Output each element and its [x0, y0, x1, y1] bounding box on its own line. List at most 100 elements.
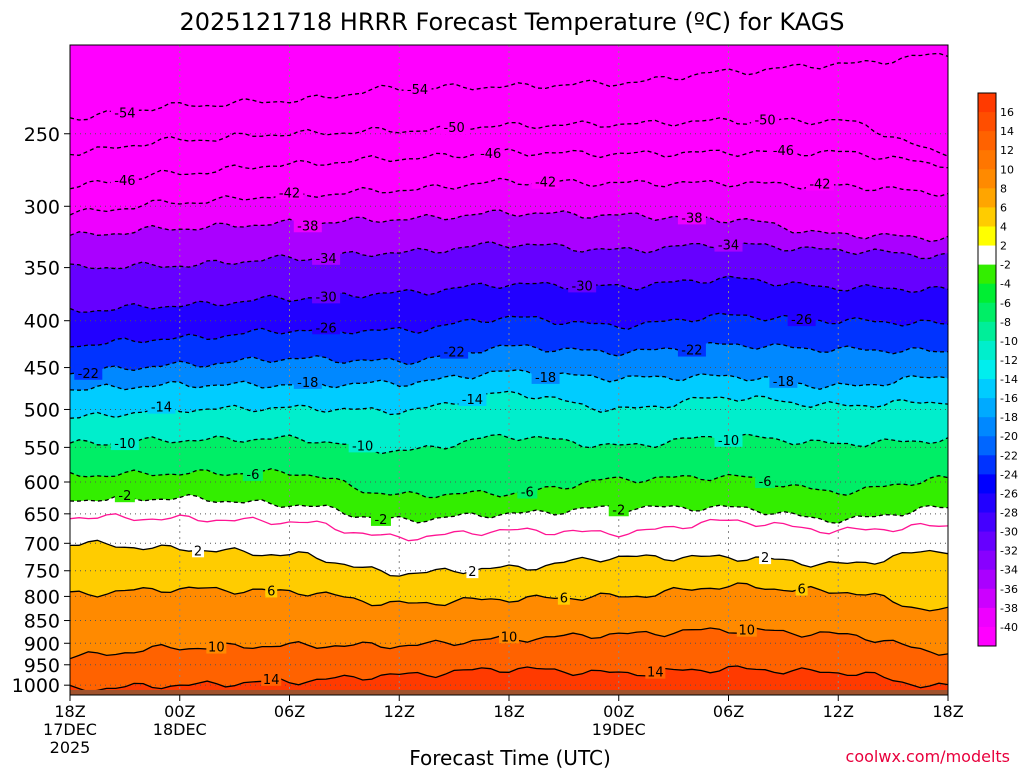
isotherm-label-group: -6: [517, 483, 538, 501]
isotherm-label-group: 6: [265, 582, 278, 599]
x-tick-label: 00Z: [603, 702, 634, 721]
isotherm-label: -14: [462, 393, 483, 408]
colorbar-tick-label: -36: [1000, 583, 1018, 596]
isotherm-label-bg: [805, 175, 834, 191]
y-tick-label: 950: [24, 655, 60, 677]
isotherm-label-bg: [348, 437, 377, 453]
colorbar-swatch: [978, 321, 996, 342]
isotherm-label-bg: [466, 563, 479, 579]
isotherm-label-bg: [275, 184, 304, 200]
colorbar-tick-label: -26: [1000, 487, 1018, 500]
y-tick-label: 300: [24, 196, 60, 218]
isotherm-label-group: -26: [312, 319, 341, 336]
colorbar-tick-label: -24: [1000, 468, 1018, 481]
isotherm-label-bg: [751, 111, 780, 127]
isotherm-label-group: -50: [751, 111, 780, 129]
isotherm-label-group: -14: [458, 390, 487, 408]
x-tick-label: 06Z: [713, 702, 744, 721]
isotherm-label-bg: [557, 589, 570, 605]
isotherm-label-group: 2: [192, 542, 205, 559]
isotherm-label: -2: [612, 503, 625, 518]
isotherm-label: 14: [263, 673, 280, 688]
colorbar-tick-label: -22: [1000, 449, 1018, 462]
isotherm-label-group: 10: [736, 621, 757, 639]
isotherm-minus-6: [70, 468, 948, 499]
isotherm-2: [70, 539, 948, 577]
isotherm-label-bg: [476, 145, 505, 161]
x-tick-label: 12Z: [823, 702, 854, 721]
isotherm-label-group: -42: [275, 184, 304, 201]
colorbar-tick-label: -10: [1000, 335, 1018, 348]
isotherm-label-group: -38: [293, 217, 322, 234]
colorbar-tick-label: -8: [1000, 316, 1011, 329]
isotherm-label-group: -10: [110, 435, 139, 452]
isotherm-label-group: 2: [759, 549, 772, 566]
isotherm-label-group: -2: [370, 510, 391, 528]
colorbar-swatch: [978, 188, 996, 208]
colorbar-swatch: [978, 455, 996, 475]
isotherm-label-bg: [755, 473, 776, 489]
isotherm-label-bg: [499, 628, 519, 644]
isotherm-label-bg: [531, 368, 560, 384]
x-tick-label: 18Z: [932, 702, 963, 721]
colorbar-tick-label: 6: [1000, 201, 1007, 214]
colorbar-swatch: [978, 340, 996, 361]
isotherm-minus-30: [70, 275, 948, 313]
colorbar-tick-label: -18: [1000, 411, 1018, 424]
isotherm-label-group: -26: [787, 311, 816, 328]
colorbar-swatch: [978, 493, 996, 514]
isotherm-label-bg: [114, 487, 135, 503]
isotherm-label: -10: [718, 434, 739, 449]
isotherm-label-bg: [242, 465, 263, 481]
isotherm-label-bg: [74, 364, 103, 380]
colorbar-swatch: [978, 607, 996, 628]
isotherm-label: 10: [208, 641, 225, 656]
ground-surface: [70, 689, 948, 695]
colorbar-tick-label: -12: [1000, 354, 1018, 367]
isotherm-label-bg: [110, 172, 139, 188]
isotherm-minus-26: [70, 312, 948, 348]
colorbar-tick-label: -2: [1000, 259, 1011, 272]
colorbar-tick-label: -30: [1000, 526, 1018, 539]
isotherm-label: -6: [246, 468, 259, 483]
isotherm-label: -46: [480, 147, 501, 162]
colorbar-swatch: [978, 512, 996, 533]
x-tick-label: 2025: [50, 738, 91, 757]
colorbar-tick-label: 8: [1000, 182, 1007, 195]
colorbar-tick-label: 14: [1000, 125, 1014, 138]
x-tick-label: 18DEC: [153, 720, 207, 739]
isotherm-label-bg: [293, 217, 322, 233]
isotherm-minus-10: [70, 433, 948, 455]
colorbar-swatch: [978, 302, 996, 323]
colorbar-tick-label: -34: [1000, 564, 1018, 577]
colorbar-swatch: [978, 245, 996, 266]
isotherm-minus-22: [70, 341, 948, 375]
isotherm-label: -22: [681, 344, 702, 359]
isotherm-minus-2: [70, 493, 948, 524]
y-tick-label: 650: [24, 504, 60, 526]
isotherm-label-group: 6: [557, 589, 570, 607]
isotherm-label-group: -18: [769, 372, 798, 390]
isotherm-label-bg: [736, 621, 757, 637]
isotherm-minus-14: [70, 390, 948, 419]
colorbar-swatch: [978, 359, 996, 380]
y-tick-label: 600: [24, 472, 60, 494]
isotherm-label-group: -22: [440, 343, 469, 361]
y-tick-label: 750: [24, 561, 60, 583]
y-tick-label: 350: [24, 258, 60, 280]
isotherm-label-bg: [645, 663, 666, 679]
isotherm-label-bg: [261, 670, 282, 686]
isotherm-label: -54: [114, 106, 135, 121]
isotherm-label-bg: [568, 277, 597, 293]
isotherm-label: -30: [315, 290, 336, 305]
isotherm-label-bg: [293, 373, 322, 389]
isotherm-minus-38: [70, 209, 948, 243]
colorbar-tick-label: -16: [1000, 392, 1018, 405]
isotherm-label-group: -2: [114, 487, 135, 504]
isotherm-label: -42: [535, 176, 556, 191]
isotherm-label-bg: [440, 343, 469, 359]
colorbar-tick-label: -6: [1000, 297, 1011, 310]
colorbar-legend: 16 14 12 10 8 6 4 2 -2 -4 -6 -8 -10 -12 -14 -16 -18 -20 -2…: [977, 92, 1018, 647]
